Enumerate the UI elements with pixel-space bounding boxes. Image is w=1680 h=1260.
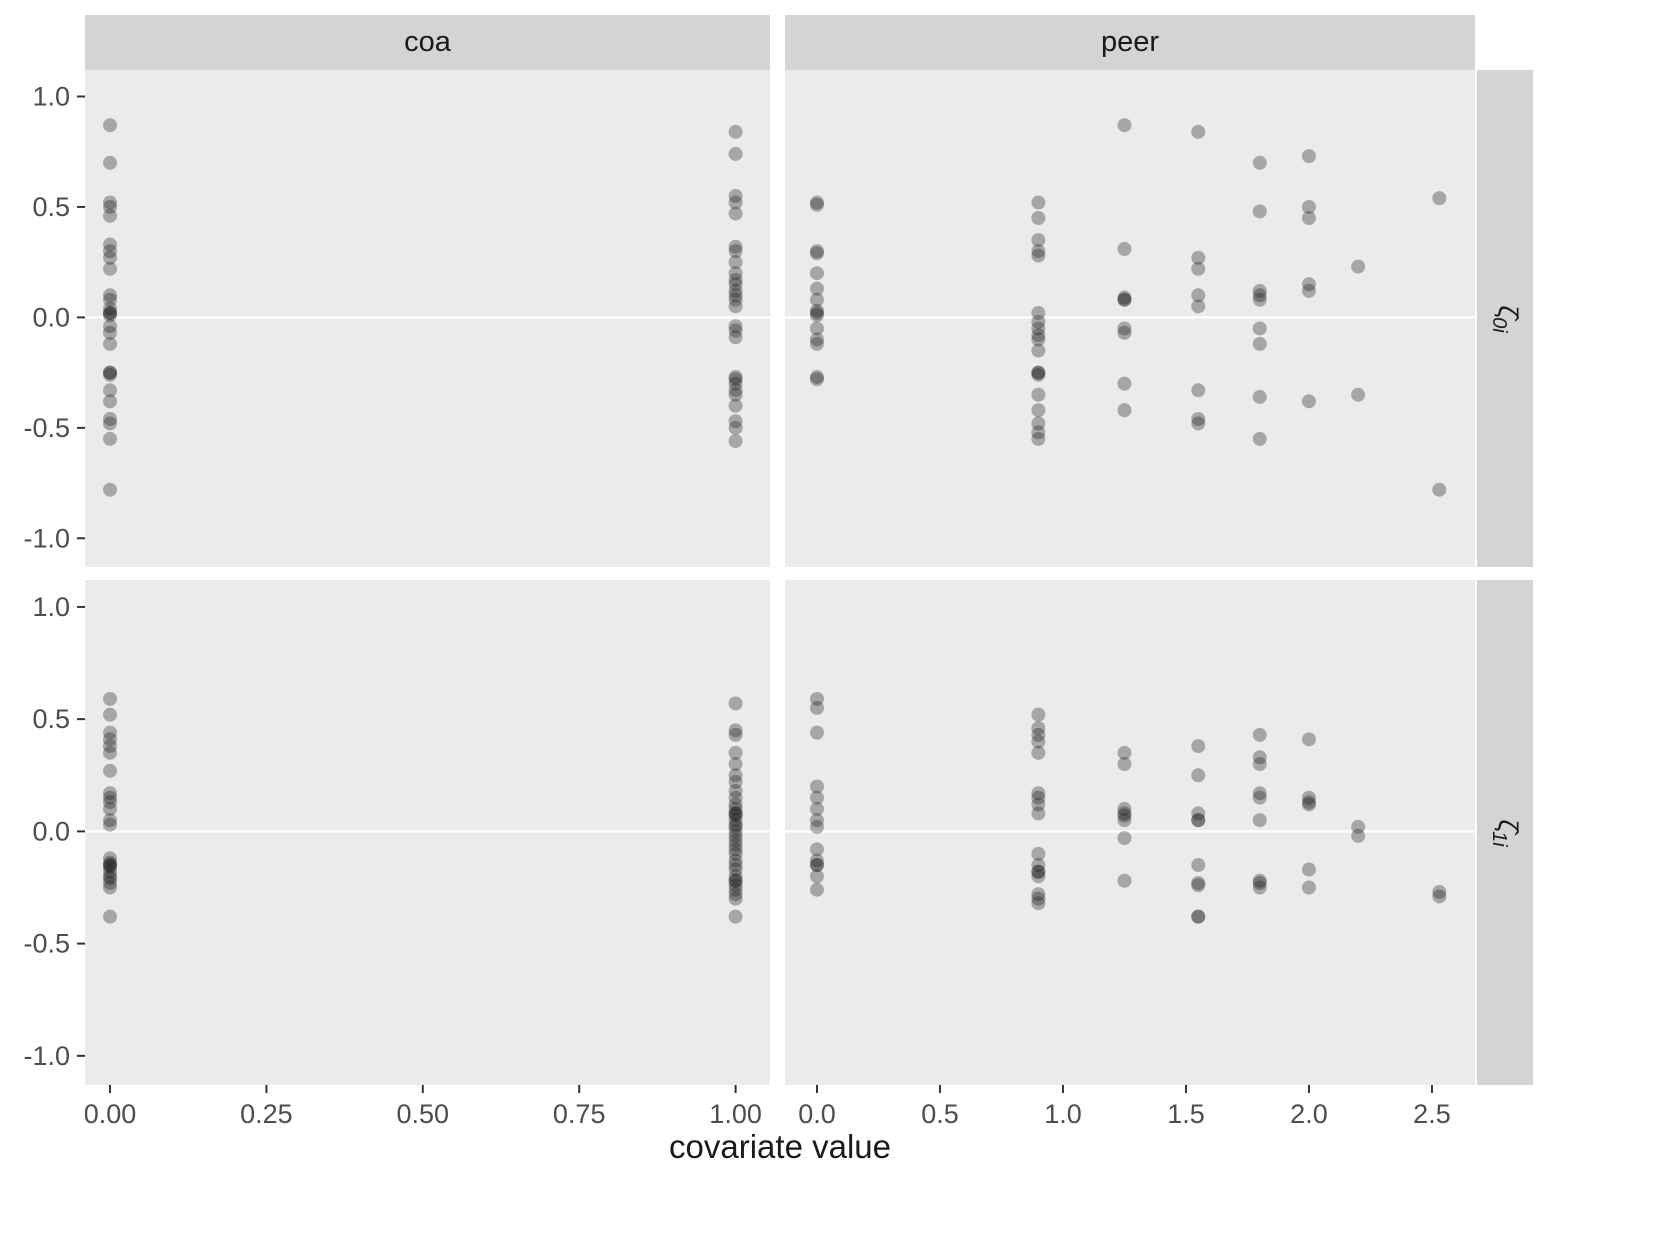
facet-strip-coa: coa [85, 15, 770, 70]
svg-text:0.25: 0.25 [240, 1099, 293, 1129]
svg-text:2.0: 2.0 [1290, 1099, 1328, 1129]
svg-text:2.5: 2.5 [1413, 1099, 1451, 1129]
svg-text:-1.0: -1.0 [23, 1041, 70, 1071]
zeta0-symbol: ζ̂ [1493, 304, 1524, 317]
svg-text:0.5: 0.5 [32, 192, 70, 222]
y-axis-top-row: 1.0 0.5 0.0 -0.5 -1.0 [0, 70, 85, 567]
panel-zeta0-coa [85, 70, 770, 567]
facet-strip-zeta1-label: ζ̂1i [1487, 819, 1523, 846]
svg-text:0.5: 0.5 [32, 704, 70, 734]
zeta1-symbol: ζ̂ [1493, 818, 1524, 831]
panel-zeta1-coa [85, 580, 770, 1085]
facet-strip-peer-label: peer [1100, 26, 1160, 58]
zeta0-subscript: 0i [1487, 316, 1510, 333]
svg-text:1.00: 1.00 [709, 1099, 762, 1129]
svg-text:-1.0: -1.0 [23, 523, 70, 553]
svg-text:-0.5: -0.5 [23, 929, 70, 959]
svg-text:0.00: 0.00 [85, 1099, 136, 1129]
x-axis-peer: 0.0 0.5 1.0 1.5 2.0 2.5 [785, 1085, 1475, 1131]
svg-text:1.0: 1.0 [32, 82, 70, 112]
svg-text:1.0: 1.0 [1044, 1099, 1082, 1129]
zeta1-subscript: 1i [1487, 830, 1510, 847]
y-axis-bottom-row: 1.0 0.5 0.0 -0.5 -1.0 [0, 580, 85, 1085]
facet-strip-zeta1: ζ̂1i [1477, 580, 1533, 1085]
x-axis-coa: 0.00 0.25 0.50 0.75 1.00 [85, 1085, 770, 1131]
x-axis-title: covariate value [669, 1128, 891, 1165]
svg-text:0.0: 0.0 [798, 1099, 836, 1129]
facet-strip-zeta0-label: ζ̂0i [1487, 305, 1523, 332]
facet-strip-peer: peer [785, 15, 1475, 70]
svg-text:0.75: 0.75 [553, 1099, 606, 1129]
facet-strip-zeta0: ζ̂0i [1477, 70, 1533, 567]
svg-text:0.5: 0.5 [921, 1099, 959, 1129]
facet-strip-coa-label: coa [404, 26, 451, 58]
svg-text:-0.5: -0.5 [23, 413, 70, 443]
panel-zeta1-peer [785, 580, 1475, 1085]
svg-text:0.0: 0.0 [32, 816, 70, 846]
svg-text:1.0: 1.0 [32, 592, 70, 622]
svg-text:0.0: 0.0 [32, 302, 70, 332]
svg-text:0.50: 0.50 [397, 1099, 450, 1129]
panel-zeta0-peer [785, 70, 1475, 567]
svg-text:1.5: 1.5 [1167, 1099, 1205, 1129]
